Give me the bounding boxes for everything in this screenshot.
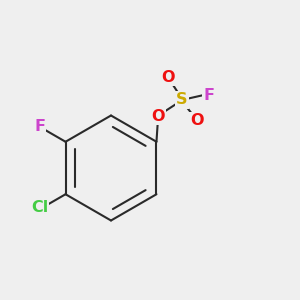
Text: S: S (176, 92, 188, 107)
Text: Cl: Cl (31, 200, 48, 215)
Text: O: O (151, 109, 165, 124)
Text: O: O (190, 113, 204, 128)
Text: O: O (162, 70, 175, 85)
Text: F: F (34, 119, 45, 134)
Text: F: F (203, 88, 214, 103)
